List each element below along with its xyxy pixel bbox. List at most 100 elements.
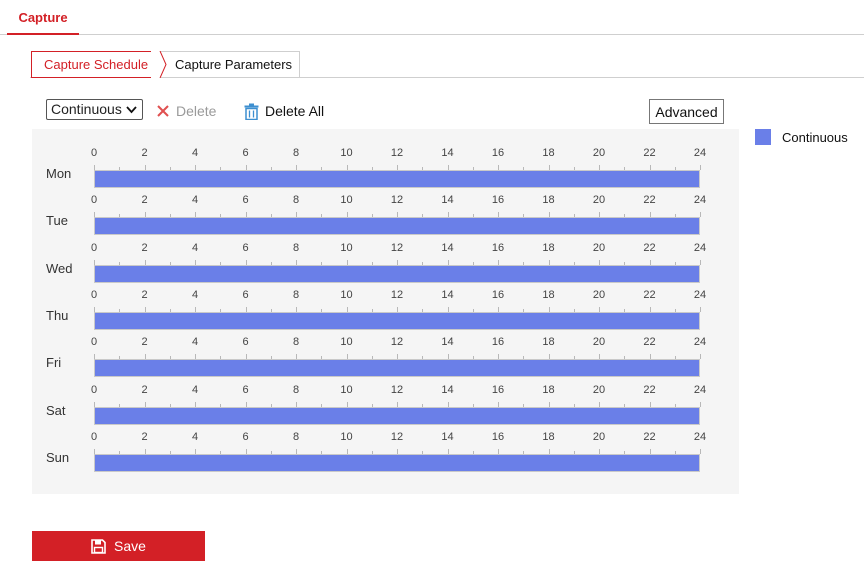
hour-tick: [472, 356, 474, 360]
hour-tick: [624, 356, 626, 360]
hour-label: 10: [340, 194, 353, 207]
hour-tick: [700, 354, 701, 360]
schedule-segment-continuous[interactable]: [95, 360, 699, 377]
hour-tick: [447, 401, 449, 407]
hour-tick: [573, 214, 575, 218]
hour-tick: [674, 167, 676, 170]
hour-tick: [119, 356, 121, 360]
hour-label: 22: [643, 194, 656, 207]
schedule-segment-continuous[interactable]: [95, 454, 699, 471]
hour-label: 6: [242, 147, 249, 159]
schedule-segment-continuous[interactable]: [95, 407, 699, 424]
delete-button[interactable]: Delete: [156, 101, 216, 121]
hour-tick: [472, 403, 474, 407]
schedule-track-fri[interactable]: [94, 359, 700, 378]
schedule-track-mon[interactable]: [94, 170, 700, 188]
hour-tick: [195, 212, 196, 218]
hour-tick: [169, 308, 171, 312]
legend: Continuous: [755, 129, 848, 145]
hour-label: 18: [542, 288, 555, 301]
schedule-track-sun[interactable]: [94, 453, 700, 472]
hour-label: 6: [242, 383, 249, 396]
floppy-disk-icon: [91, 538, 106, 554]
hour-label: 18: [542, 430, 555, 443]
schedule-segment-continuous[interactable]: [95, 218, 699, 235]
tab-capture-parameters[interactable]: Capture Parameters: [160, 51, 300, 78]
hour-tick: [195, 259, 196, 265]
tab-capture[interactable]: Capture: [7, 0, 79, 35]
hour-tick: [245, 212, 247, 218]
hour-tick: [700, 448, 701, 454]
advanced-button[interactable]: Advanced: [649, 99, 724, 124]
schedule-mode-select[interactable]: Continuous: [46, 99, 143, 120]
hour-label: 22: [643, 288, 656, 301]
hour-label: 4: [191, 383, 199, 396]
hour-tick: [624, 261, 626, 265]
hour-tick: [649, 401, 651, 407]
schedule-row-mon: Mon 0 2 4 6 8 10 12 14 16 18 20 22 24: [32, 147, 739, 194]
hour-tick: [169, 450, 171, 454]
hour-tick: [119, 450, 121, 454]
day-label: Fri: [46, 355, 62, 371]
hour-tick: [548, 354, 550, 360]
hour-label: 8: [292, 336, 300, 349]
day-label: Sat: [46, 402, 66, 418]
schedule-track-tue[interactable]: [94, 217, 700, 236]
hour-label: 24: [693, 336, 707, 349]
hour-label: 20: [592, 430, 606, 443]
save-button[interactable]: Save: [32, 531, 205, 561]
hour-tick: [346, 259, 348, 265]
hour-tick: [245, 306, 247, 312]
delete-all-button[interactable]: Delete All: [244, 101, 324, 121]
hour-tick: [321, 356, 323, 360]
hour-tick: [321, 403, 323, 407]
hour-tick: [472, 261, 474, 265]
hour-tick: [422, 308, 424, 312]
hour-label: 18: [542, 336, 555, 349]
schedule-segment-continuous[interactable]: [95, 265, 699, 282]
hour-label: 4: [191, 336, 199, 349]
hour-label: 12: [390, 383, 404, 396]
hour-label: 12: [390, 288, 404, 301]
hour-tick: [371, 167, 373, 170]
hour-tick: [144, 354, 146, 360]
hour-tick: [296, 306, 297, 312]
hour-label: 18: [542, 383, 555, 396]
hour-tick: [371, 261, 373, 265]
hour-tick: [346, 212, 348, 218]
hour-tick: [94, 306, 95, 312]
hour-tick: [169, 261, 171, 265]
hour-tick: [472, 450, 474, 454]
schedule-segment-continuous[interactable]: [95, 171, 699, 187]
schedule-segment-continuous[interactable]: [95, 312, 699, 329]
hour-tick: [296, 354, 297, 360]
hour-label: 0: [90, 383, 98, 396]
schedule-track-wed[interactable]: [94, 264, 700, 283]
hour-label: 0: [90, 241, 98, 254]
tab-capture-schedule[interactable]: Capture Schedule: [31, 51, 160, 78]
hour-label: 20: [592, 336, 606, 349]
hour-tick: [296, 448, 297, 454]
hour-tick: [144, 259, 146, 265]
hour-label: 0: [90, 336, 98, 349]
hour-tick: [296, 401, 297, 407]
hour-tick: [674, 403, 676, 407]
hour-tick: [270, 450, 272, 454]
hour-tick: [169, 356, 171, 360]
hour-label: 2: [141, 430, 148, 443]
hour-tick: [624, 214, 626, 218]
schedule-track-thu[interactable]: [94, 311, 700, 330]
schedule-track-sat[interactable]: [94, 406, 700, 425]
hour-tick: [422, 261, 424, 265]
hour-tick: [498, 165, 499, 170]
hour-label: 16: [491, 430, 505, 443]
hour-label: 18: [542, 194, 555, 207]
hour-label: 4: [191, 147, 199, 159]
hour-tick: [649, 212, 651, 218]
hour-tick: [523, 356, 525, 360]
hour-label: 12: [390, 241, 404, 254]
hour-label: 8: [292, 194, 300, 207]
hour-tick: [195, 165, 196, 170]
hour-label: 8: [292, 430, 300, 443]
hour-label: 20: [592, 194, 606, 207]
